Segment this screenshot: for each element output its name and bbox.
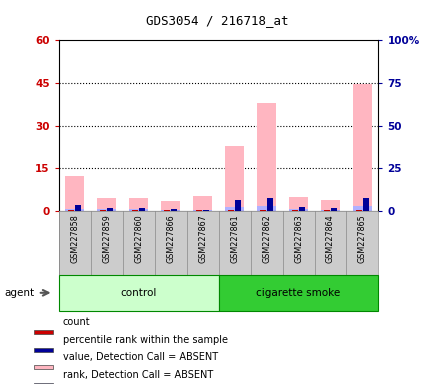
Bar [352,84,371,211]
Bar [196,210,201,211]
Bar [288,209,307,211]
Bar [330,209,336,211]
Bar [320,200,339,211]
Bar [129,210,148,211]
Bar [292,210,297,211]
Bar [34,330,53,334]
Bar [97,199,116,211]
Bar [65,175,84,211]
Bar [129,199,148,211]
Text: rank, Detection Call = ABSENT: rank, Detection Call = ABSENT [63,370,213,380]
Text: agent: agent [4,288,34,298]
Bar [320,210,339,211]
Bar [139,209,145,211]
Bar [256,206,276,211]
Text: control: control [120,288,157,298]
Bar [266,197,272,211]
Bar [107,209,113,211]
Text: GSM227862: GSM227862 [261,214,270,263]
Bar [34,366,53,369]
Text: GSM227859: GSM227859 [102,214,111,263]
Bar [224,207,243,211]
Text: GSM227863: GSM227863 [293,214,302,263]
Text: GSM227860: GSM227860 [134,214,143,263]
Bar [100,210,106,211]
Bar [352,206,371,211]
Text: GSM227866: GSM227866 [166,214,175,263]
Text: value, Detection Call = ABSENT: value, Detection Call = ABSENT [63,353,217,362]
Bar [224,146,243,211]
Bar [260,210,265,211]
FancyBboxPatch shape [59,275,218,311]
Bar [228,210,233,211]
Bar [171,209,177,211]
Text: GSM227858: GSM227858 [70,214,79,263]
Bar [34,348,53,352]
Text: GDS3054 / 216718_at: GDS3054 / 216718_at [146,14,288,27]
Bar [193,195,212,211]
Text: GSM227864: GSM227864 [325,214,334,263]
Bar [164,210,170,211]
Bar [256,103,276,211]
Text: count: count [63,317,90,327]
Bar [132,210,138,211]
Bar [65,209,84,211]
Text: GSM227861: GSM227861 [230,214,239,263]
Bar [299,207,304,211]
Text: percentile rank within the sample: percentile rank within the sample [63,334,227,344]
Bar [362,197,368,211]
Bar [97,210,116,211]
Bar [355,210,361,211]
Bar [161,210,180,211]
Bar [203,210,208,211]
Bar [288,197,307,211]
Bar [75,205,81,211]
Bar [161,201,180,211]
Text: cigarette smoke: cigarette smoke [256,288,340,298]
Bar [323,210,329,211]
FancyBboxPatch shape [218,275,378,311]
Bar [193,210,212,211]
Bar [68,210,74,211]
Text: GSM227867: GSM227867 [197,214,207,263]
Bar [34,383,53,384]
Bar [235,200,240,211]
Text: GSM227865: GSM227865 [357,214,366,263]
